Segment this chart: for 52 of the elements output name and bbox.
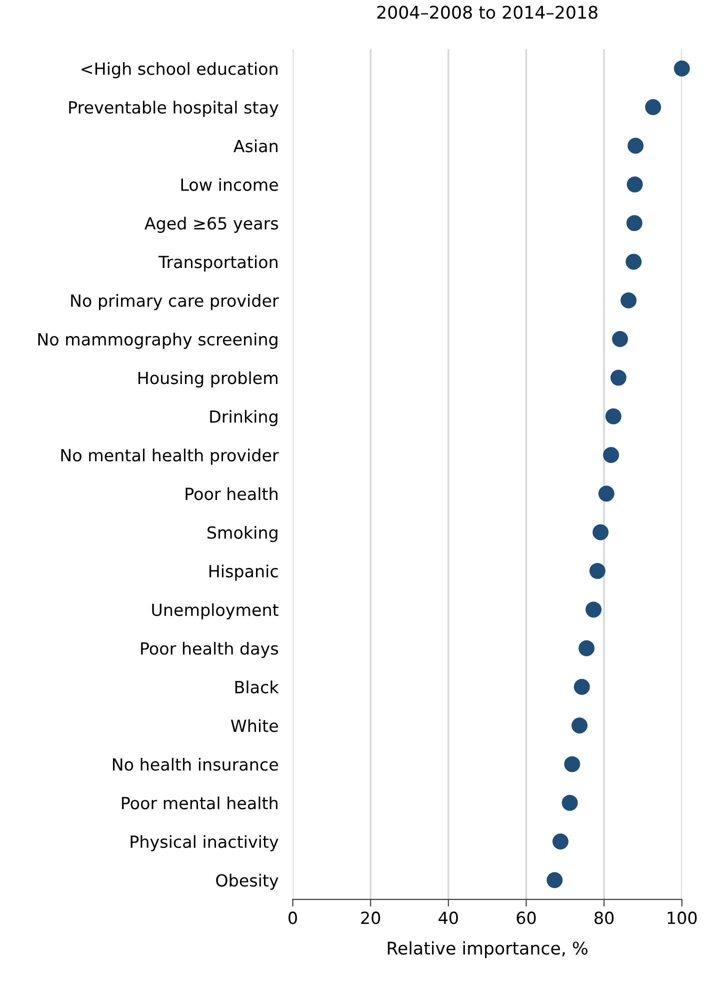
- y-tick-label: Black: [235, 680, 279, 694]
- point: [626, 176, 643, 192]
- point: [626, 254, 642, 270]
- x-tick-label: 80: [594, 912, 614, 924]
- y-tick-label: Poor mental health: [122, 796, 278, 810]
- chart-title: 2004–2008 to 2014–2018: [377, 6, 598, 19]
- y-tick-label: Unemployment: [152, 603, 278, 620]
- y-tick-label: Housing problem: [138, 371, 278, 388]
- point: [605, 408, 622, 424]
- point: [589, 562, 606, 579]
- point: [628, 138, 644, 154]
- point: [610, 370, 626, 386]
- y-tick-label: Preventable hospital stay: [69, 100, 278, 117]
- y-tick-label: Obesity: [216, 874, 278, 890]
- point: [620, 292, 637, 308]
- point: [552, 833, 568, 850]
- y-tick-label: Poor health: [186, 487, 278, 500]
- point: [578, 640, 595, 656]
- point: [574, 678, 590, 695]
- x-tick-label: 20: [361, 912, 380, 924]
- y-tick-label: No mammography screening: [38, 332, 278, 349]
- point: [674, 60, 690, 76]
- y-tick-label: Drinking: [210, 410, 278, 426]
- y-tick-label: Aged ≥65 years: [144, 216, 278, 233]
- y-tick-label: <High school education: [82, 62, 278, 78]
- point: [546, 872, 563, 888]
- x-tick-label: 60: [516, 912, 536, 924]
- point: [612, 331, 628, 347]
- x-tick-label: 100: [668, 912, 697, 924]
- x-tick-label: 40: [438, 912, 458, 924]
- y-tick-label: Hispanic: [209, 564, 278, 581]
- point: [598, 486, 614, 502]
- point: [562, 794, 578, 811]
- y-tick-label: Physical inactivity: [130, 835, 278, 852]
- y-tick-label: Asian: [233, 139, 278, 152]
- y-tick-label: Transportation: [158, 255, 278, 272]
- y-tick-label: No health insurance: [112, 758, 278, 771]
- point: [645, 99, 662, 116]
- y-tick-label: White: [230, 719, 278, 732]
- x-axis-title: Relative importance, %: [388, 941, 588, 958]
- point: [572, 718, 588, 734]
- y-tick-label: Low income: [181, 178, 278, 191]
- y-tick-label: Smoking: [208, 526, 278, 542]
- point: [603, 446, 620, 463]
- y-tick-label: No mental health provider: [61, 448, 279, 465]
- x-tick-label: 0: [288, 912, 297, 924]
- point: [586, 602, 602, 618]
- point: [564, 756, 580, 772]
- point: [592, 524, 609, 540]
- y-tick-label: Poor health days: [141, 642, 278, 658]
- point: [626, 215, 642, 232]
- y-tick-label: No primary care provider: [71, 294, 279, 310]
